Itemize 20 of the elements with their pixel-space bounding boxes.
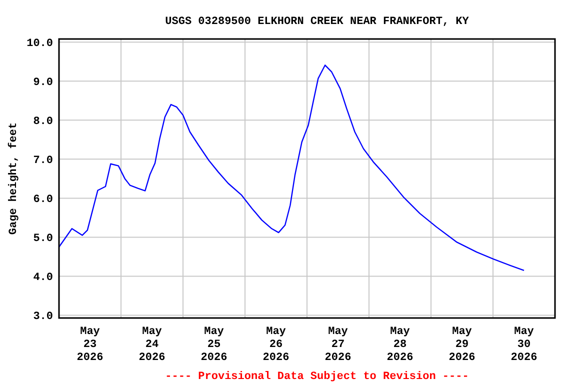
chart-title: USGS 03289500 ELKHORN CREEK NEAR FRANKFORT, KY: [165, 16, 470, 28]
y-tick-label: 3.0: [33, 311, 53, 324]
y-tick-label: 9.0: [33, 76, 53, 89]
x-tick-label: May 28 2026: [386, 326, 414, 364]
y-tick-label: 7.0: [33, 155, 53, 168]
line-series: [58, 64, 525, 271]
x-tick-label: May 29 2026: [448, 326, 476, 364]
x-tick-label: May 24 2026: [138, 326, 166, 364]
y-tick-label: 6.0: [33, 194, 53, 206]
x-tick-label: May 25 2026: [200, 326, 228, 364]
y-tick-label: 5.0: [33, 233, 53, 246]
y-tick-label: 8.0: [33, 116, 53, 128]
text: ---- Provisional Data Subject to Revision ----: [165, 371, 469, 383]
x-tick-label: May 30 2026: [510, 326, 538, 364]
x-tick-label: May 23 2026: [76, 326, 104, 364]
x-tick-label: May 27 2026: [324, 326, 352, 364]
y-axis-title: Gage height, feet: [7, 122, 20, 235]
y-tick-label: 4.0: [33, 272, 53, 284]
y-tick-label: 10.0: [26, 38, 53, 50]
x-tick-label: May 26 2026: [262, 326, 290, 364]
